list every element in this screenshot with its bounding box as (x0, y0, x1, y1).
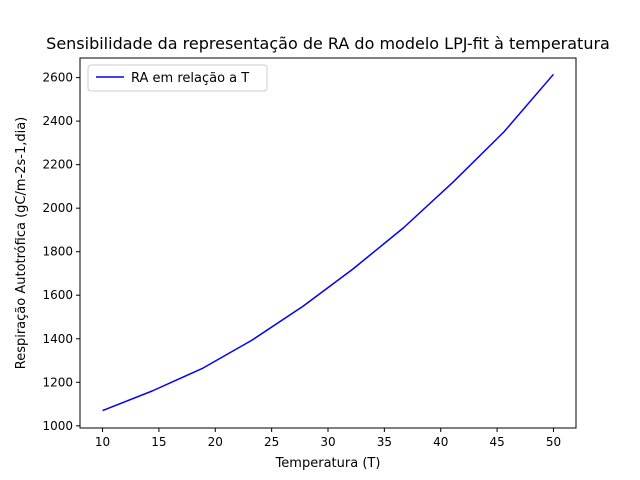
x-tick-label: 15 (151, 435, 166, 449)
x-axis-label: Temperatura (T) (275, 456, 381, 471)
x-tick-label: 25 (264, 435, 279, 449)
y-tick-label: 2200 (42, 158, 73, 172)
y-tick-label: 1600 (42, 288, 73, 302)
y-tick-label: 1400 (42, 332, 73, 346)
y-tick-label: 1000 (42, 419, 73, 433)
legend: RA em relação a T (87, 64, 268, 92)
x-tick-label: 40 (433, 435, 448, 449)
series-line (102, 73, 555, 412)
plot-frame (79, 57, 577, 429)
x-axis-ticks: 10 15 20 25 30 35 40 45 50 (95, 428, 561, 449)
x-tick-label: 35 (377, 435, 392, 449)
y-tick-label: 2400 (42, 114, 73, 128)
y-axis-ticks: 1000 1200 1400 1600 1800 2000 2200 2400 2600 (42, 71, 80, 433)
x-tick-label: 10 (95, 435, 110, 449)
legend-label: RA em relação a T (131, 71, 249, 86)
series-layer (102, 73, 555, 412)
y-tick-label: 2600 (42, 71, 73, 85)
chart-title: Sensibilidade da representação de RA do … (46, 34, 610, 53)
y-tick-label: 2000 (42, 201, 73, 215)
legend-box (87, 64, 268, 92)
x-tick-label: 45 (489, 435, 504, 449)
x-tick-label: 20 (208, 435, 223, 449)
y-axis-label: Respiração Autotrófica (gC/m-2s-1,dia) (14, 117, 29, 370)
x-tick-label: 30 (320, 435, 335, 449)
x-tick-label: 50 (546, 435, 561, 449)
y-tick-label: 1200 (42, 375, 73, 389)
y-tick-label: 1800 (42, 245, 73, 259)
